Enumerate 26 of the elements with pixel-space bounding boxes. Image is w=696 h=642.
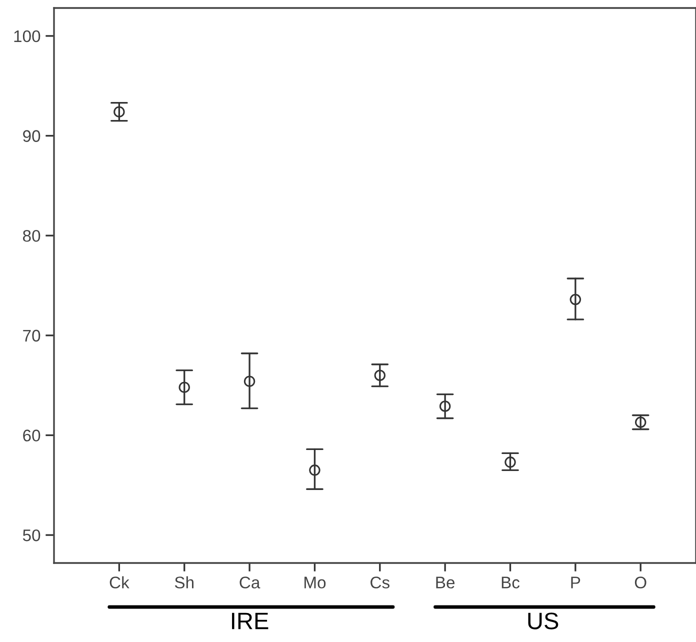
x-tick-label: Sh	[174, 576, 194, 588]
y-tick-label: 70	[23, 330, 40, 342]
x-tick-label: O	[634, 576, 646, 588]
y-tick-label: 100	[14, 30, 40, 42]
y-tick-label: 90	[23, 130, 40, 142]
x-tick-label: Be	[436, 576, 455, 588]
point	[570, 294, 582, 306]
point	[439, 400, 451, 412]
point	[504, 456, 516, 468]
point	[634, 416, 646, 428]
point	[309, 464, 320, 476]
point	[114, 106, 125, 118]
text: US	[528, 612, 558, 630]
point	[374, 370, 386, 381]
text: IRE	[232, 612, 268, 630]
x-tick-label: P	[571, 576, 580, 588]
x-tick-label: Cs	[370, 576, 390, 588]
y-tick-label: 50	[22, 529, 40, 542]
x-tick-label: Bc	[502, 576, 520, 588]
y-tick-label: 60	[23, 430, 40, 442]
point	[244, 376, 256, 387]
point	[178, 382, 190, 393]
x-tick-label: Ck	[110, 576, 130, 588]
y-tick-label: 80	[22, 230, 40, 242]
x-tick-label: Mo	[304, 576, 326, 588]
x-tick-label: Ca	[240, 576, 260, 588]
